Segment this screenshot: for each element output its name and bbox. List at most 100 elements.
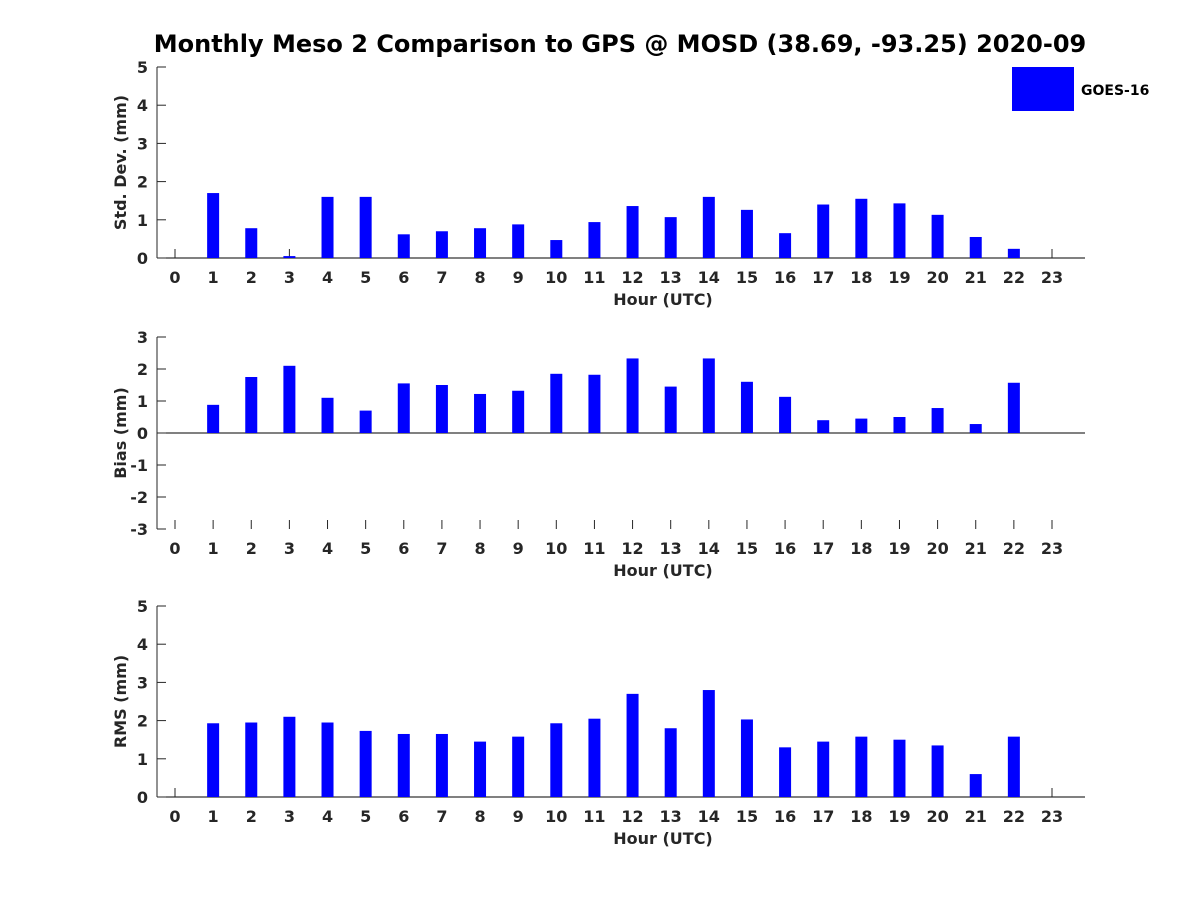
x-tick-label: 18 <box>850 268 872 287</box>
bar-hour-17 <box>817 741 830 797</box>
x-tick-label: 19 <box>888 807 910 826</box>
bar-hour-4 <box>321 722 334 797</box>
x-tick-label: 10 <box>545 807 567 826</box>
x-tick-label: 2 <box>246 807 257 826</box>
y-tick-label: 0 <box>137 249 148 268</box>
x-tick-label: 18 <box>850 807 872 826</box>
bar-hour-6 <box>397 383 410 433</box>
x-tick-label: 2 <box>246 539 257 558</box>
y-tick-label: -3 <box>130 520 148 539</box>
x-tick-label: 20 <box>926 268 948 287</box>
x-tick-label: 0 <box>169 539 180 558</box>
y-tick-label: 3 <box>137 328 148 347</box>
bar-hour-17 <box>817 420 830 433</box>
x-tick-label: 16 <box>774 268 796 287</box>
x-tick-label: 14 <box>698 539 720 558</box>
x-tick-label: 20 <box>926 539 948 558</box>
x-tick-label: 9 <box>513 268 524 287</box>
x-tick-label: 13 <box>660 539 682 558</box>
x-tick-label: 1 <box>208 268 219 287</box>
bar-hour-10 <box>550 723 563 797</box>
x-tick-label: 9 <box>513 539 524 558</box>
legend-swatch <box>1012 67 1074 111</box>
bar-hour-12 <box>626 358 639 433</box>
bar-hour-4 <box>321 196 334 258</box>
bar-hour-16 <box>779 396 792 433</box>
x-tick-label: 0 <box>169 807 180 826</box>
bar-hour-21 <box>969 774 982 797</box>
y-tick-label: -2 <box>130 488 148 507</box>
bar-hour-20 <box>931 214 944 258</box>
x-tick-label: 23 <box>1041 807 1063 826</box>
x-tick-label: 5 <box>360 807 371 826</box>
bar-hour-12 <box>626 206 639 258</box>
bar-hour-19 <box>893 739 906 797</box>
x-tick-label: 8 <box>474 539 485 558</box>
y-tick-label: 3 <box>137 673 148 692</box>
y-tick-label: 2 <box>137 360 148 379</box>
bar-hour-7 <box>435 733 448 797</box>
bar-hour-7 <box>435 385 448 433</box>
y-axis-label: Std. Dev. (mm) <box>111 95 130 230</box>
bar-hour-10 <box>550 240 563 258</box>
y-tick-label: 2 <box>137 712 148 731</box>
legend-label: GOES-16 <box>1081 83 1149 99</box>
x-tick-label: 11 <box>583 539 605 558</box>
x-tick-label: 22 <box>1003 268 1025 287</box>
y-tick-label: 2 <box>137 173 148 192</box>
bar-hour-18 <box>855 418 868 433</box>
y-tick-label: 4 <box>137 635 148 654</box>
x-tick-label: 14 <box>698 807 720 826</box>
x-tick-label: 13 <box>660 807 682 826</box>
bar-hour-3 <box>283 365 296 433</box>
x-tick-label: 22 <box>1003 539 1025 558</box>
x-tick-label: 18 <box>850 539 872 558</box>
x-tick-label: 2 <box>246 268 257 287</box>
bar-hour-19 <box>893 203 906 258</box>
bar-hour-11 <box>588 374 601 433</box>
x-tick-label: 3 <box>284 268 295 287</box>
bar-hour-13 <box>664 728 677 797</box>
bar-hour-20 <box>931 745 944 797</box>
bar-hour-5 <box>359 410 372 433</box>
bar-hour-9 <box>512 736 525 797</box>
bar-hour-20 <box>931 408 944 433</box>
x-tick-label: 1 <box>208 539 219 558</box>
bar-hour-19 <box>893 417 906 433</box>
x-tick-label: 0 <box>169 268 180 287</box>
bar-hour-5 <box>359 196 372 258</box>
bar-hour-16 <box>779 747 792 797</box>
bar-hour-2 <box>245 228 258 258</box>
x-tick-label: 17 <box>812 807 834 826</box>
bar-hour-1 <box>207 404 220 433</box>
bar-hour-11 <box>588 222 601 258</box>
bar-hour-3 <box>283 716 296 797</box>
x-tick-label: 23 <box>1041 268 1063 287</box>
y-tick-label: 1 <box>137 211 148 230</box>
x-tick-label: 23 <box>1041 539 1063 558</box>
bar-hour-21 <box>969 424 982 433</box>
x-tick-label: 15 <box>736 539 758 558</box>
bar-hour-2 <box>245 377 258 433</box>
bar-hour-8 <box>474 228 487 258</box>
x-tick-label: 20 <box>926 807 948 826</box>
bar-hour-15 <box>740 381 753 433</box>
y-tick-label: 5 <box>137 597 148 616</box>
bar-hour-18 <box>855 198 868 258</box>
x-axis-label: Hour (UTC) <box>613 290 713 309</box>
y-axis-label: RMS (mm) <box>111 655 130 748</box>
bar-hour-1 <box>207 723 220 797</box>
bar-hour-13 <box>664 386 677 433</box>
bar-hour-14 <box>702 196 715 258</box>
bar-hour-14 <box>702 690 715 797</box>
x-tick-label: 1 <box>208 807 219 826</box>
bar-hour-22 <box>1007 248 1020 258</box>
y-tick-label: 0 <box>137 788 148 807</box>
x-tick-label: 21 <box>965 539 987 558</box>
y-tick-label: 4 <box>137 96 148 115</box>
x-tick-label: 6 <box>398 268 409 287</box>
bar-hour-15 <box>740 719 753 797</box>
x-tick-label: 5 <box>360 539 371 558</box>
